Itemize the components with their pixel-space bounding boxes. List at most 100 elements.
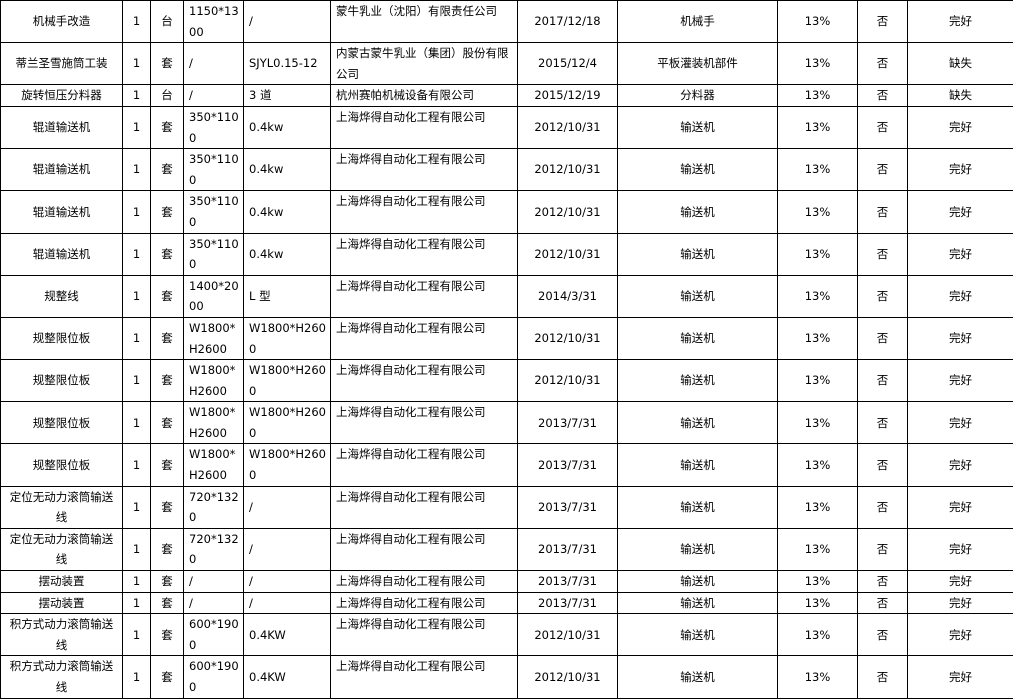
date-cell: 2015/12/19	[518, 85, 618, 107]
date-cell: 2012/10/31	[518, 191, 618, 233]
spec-cell: 350*1100	[184, 149, 244, 191]
name-cell: 辊道输送机	[1, 106, 123, 148]
date-cell: 2012/10/31	[518, 614, 618, 656]
model-cell: 0.4kw	[244, 106, 331, 148]
category-cell: 输送机	[618, 275, 778, 317]
spec-cell: W1800*H2600	[184, 402, 244, 444]
rate-cell: 13%	[778, 275, 858, 317]
quantity-cell: 1	[123, 614, 151, 656]
category-cell: 分料器	[618, 85, 778, 107]
rate-cell: 13%	[778, 444, 858, 486]
condition-cell: 完好	[908, 571, 1013, 593]
category-cell: 输送机	[618, 402, 778, 444]
spec-cell: 720*1320	[184, 528, 244, 570]
manufacturer-cell: 上海烨得自动化工程有限公司	[331, 233, 518, 275]
flag-cell: 否	[858, 592, 908, 614]
category-cell: 输送机	[618, 656, 778, 698]
date-cell: 2013/7/31	[518, 528, 618, 570]
model-cell: W1800*H2600	[244, 360, 331, 402]
condition-cell: 完好	[908, 486, 1013, 528]
name-cell: 规整限位板	[1, 402, 123, 444]
condition-cell: 缺失	[908, 85, 1013, 107]
category-cell: 输送机	[618, 614, 778, 656]
name-cell: 积方式动力滚筒输送线	[1, 656, 123, 698]
unit-cell: 套	[151, 614, 184, 656]
manufacturer-cell: 上海烨得自动化工程有限公司	[331, 528, 518, 570]
name-cell: 积方式动力滚筒输送线	[1, 614, 123, 656]
condition-cell: 完好	[908, 528, 1013, 570]
date-cell: 2012/10/31	[518, 149, 618, 191]
date-cell: 2013/7/31	[518, 402, 618, 444]
spec-cell: W1800*H2600	[184, 317, 244, 359]
condition-cell: 完好	[908, 106, 1013, 148]
rate-cell: 13%	[778, 233, 858, 275]
model-cell: 0.4kw	[244, 191, 331, 233]
unit-cell: 套	[151, 528, 184, 570]
category-cell: 输送机	[618, 106, 778, 148]
quantity-cell: 1	[123, 360, 151, 402]
date-cell: 2013/7/31	[518, 571, 618, 593]
name-cell: 规整限位板	[1, 317, 123, 359]
flag-cell: 否	[858, 275, 908, 317]
condition-cell: 完好	[908, 233, 1013, 275]
quantity-cell: 1	[123, 444, 151, 486]
flag-cell: 否	[858, 106, 908, 148]
spec-cell: 350*1100	[184, 106, 244, 148]
rate-cell: 13%	[778, 85, 858, 107]
date-cell: 2013/7/31	[518, 444, 618, 486]
rate-cell: 13%	[778, 656, 858, 698]
spec-cell: 350*1100	[184, 191, 244, 233]
manufacturer-cell: 上海烨得自动化工程有限公司	[331, 656, 518, 698]
quantity-cell: 1	[123, 43, 151, 85]
model-cell: /	[244, 486, 331, 528]
flag-cell: 否	[858, 360, 908, 402]
unit-cell: 套	[151, 43, 184, 85]
condition-cell: 完好	[908, 360, 1013, 402]
flag-cell: 否	[858, 528, 908, 570]
rate-cell: 13%	[778, 571, 858, 593]
model-cell: /	[244, 571, 331, 593]
unit-cell: 套	[151, 444, 184, 486]
model-cell: 0.4kw	[244, 233, 331, 275]
model-cell: W1800*H2600	[244, 402, 331, 444]
name-cell: 蒂兰圣雪施筒工装	[1, 43, 123, 85]
condition-cell: 完好	[908, 444, 1013, 486]
quantity-cell: 1	[123, 275, 151, 317]
name-cell: 定位无动力滚筒输送线	[1, 486, 123, 528]
flag-cell: 否	[858, 149, 908, 191]
flag-cell: 否	[858, 402, 908, 444]
unit-cell: 套	[151, 317, 184, 359]
condition-cell: 缺失	[908, 43, 1013, 85]
name-cell: 定位无动力滚筒输送线	[1, 528, 123, 570]
manufacturer-cell: 上海烨得自动化工程有限公司	[331, 486, 518, 528]
category-cell: 输送机	[618, 571, 778, 593]
date-cell: 2012/10/31	[518, 106, 618, 148]
unit-cell: 套	[151, 233, 184, 275]
spec-cell: 1150*1300	[184, 1, 244, 43]
quantity-cell: 1	[123, 571, 151, 593]
unit-cell: 台	[151, 85, 184, 107]
rate-cell: 13%	[778, 360, 858, 402]
spec-cell: 350*1100	[184, 233, 244, 275]
condition-cell: 完好	[908, 317, 1013, 359]
manufacturer-cell: 上海烨得自动化工程有限公司	[331, 149, 518, 191]
quantity-cell: 1	[123, 233, 151, 275]
category-cell: 输送机	[618, 592, 778, 614]
condition-cell: 完好	[908, 614, 1013, 656]
spec-cell: 1400*2000	[184, 275, 244, 317]
rate-cell: 13%	[778, 528, 858, 570]
model-cell: L 型	[244, 275, 331, 317]
quantity-cell: 1	[123, 592, 151, 614]
condition-cell: 完好	[908, 1, 1013, 43]
unit-cell: 套	[151, 486, 184, 528]
quantity-cell: 1	[123, 317, 151, 359]
flag-cell: 否	[858, 85, 908, 107]
model-cell: W1800*H2600	[244, 317, 331, 359]
model-cell: /	[244, 1, 331, 43]
unit-cell: 套	[151, 149, 184, 191]
flag-cell: 否	[858, 656, 908, 698]
